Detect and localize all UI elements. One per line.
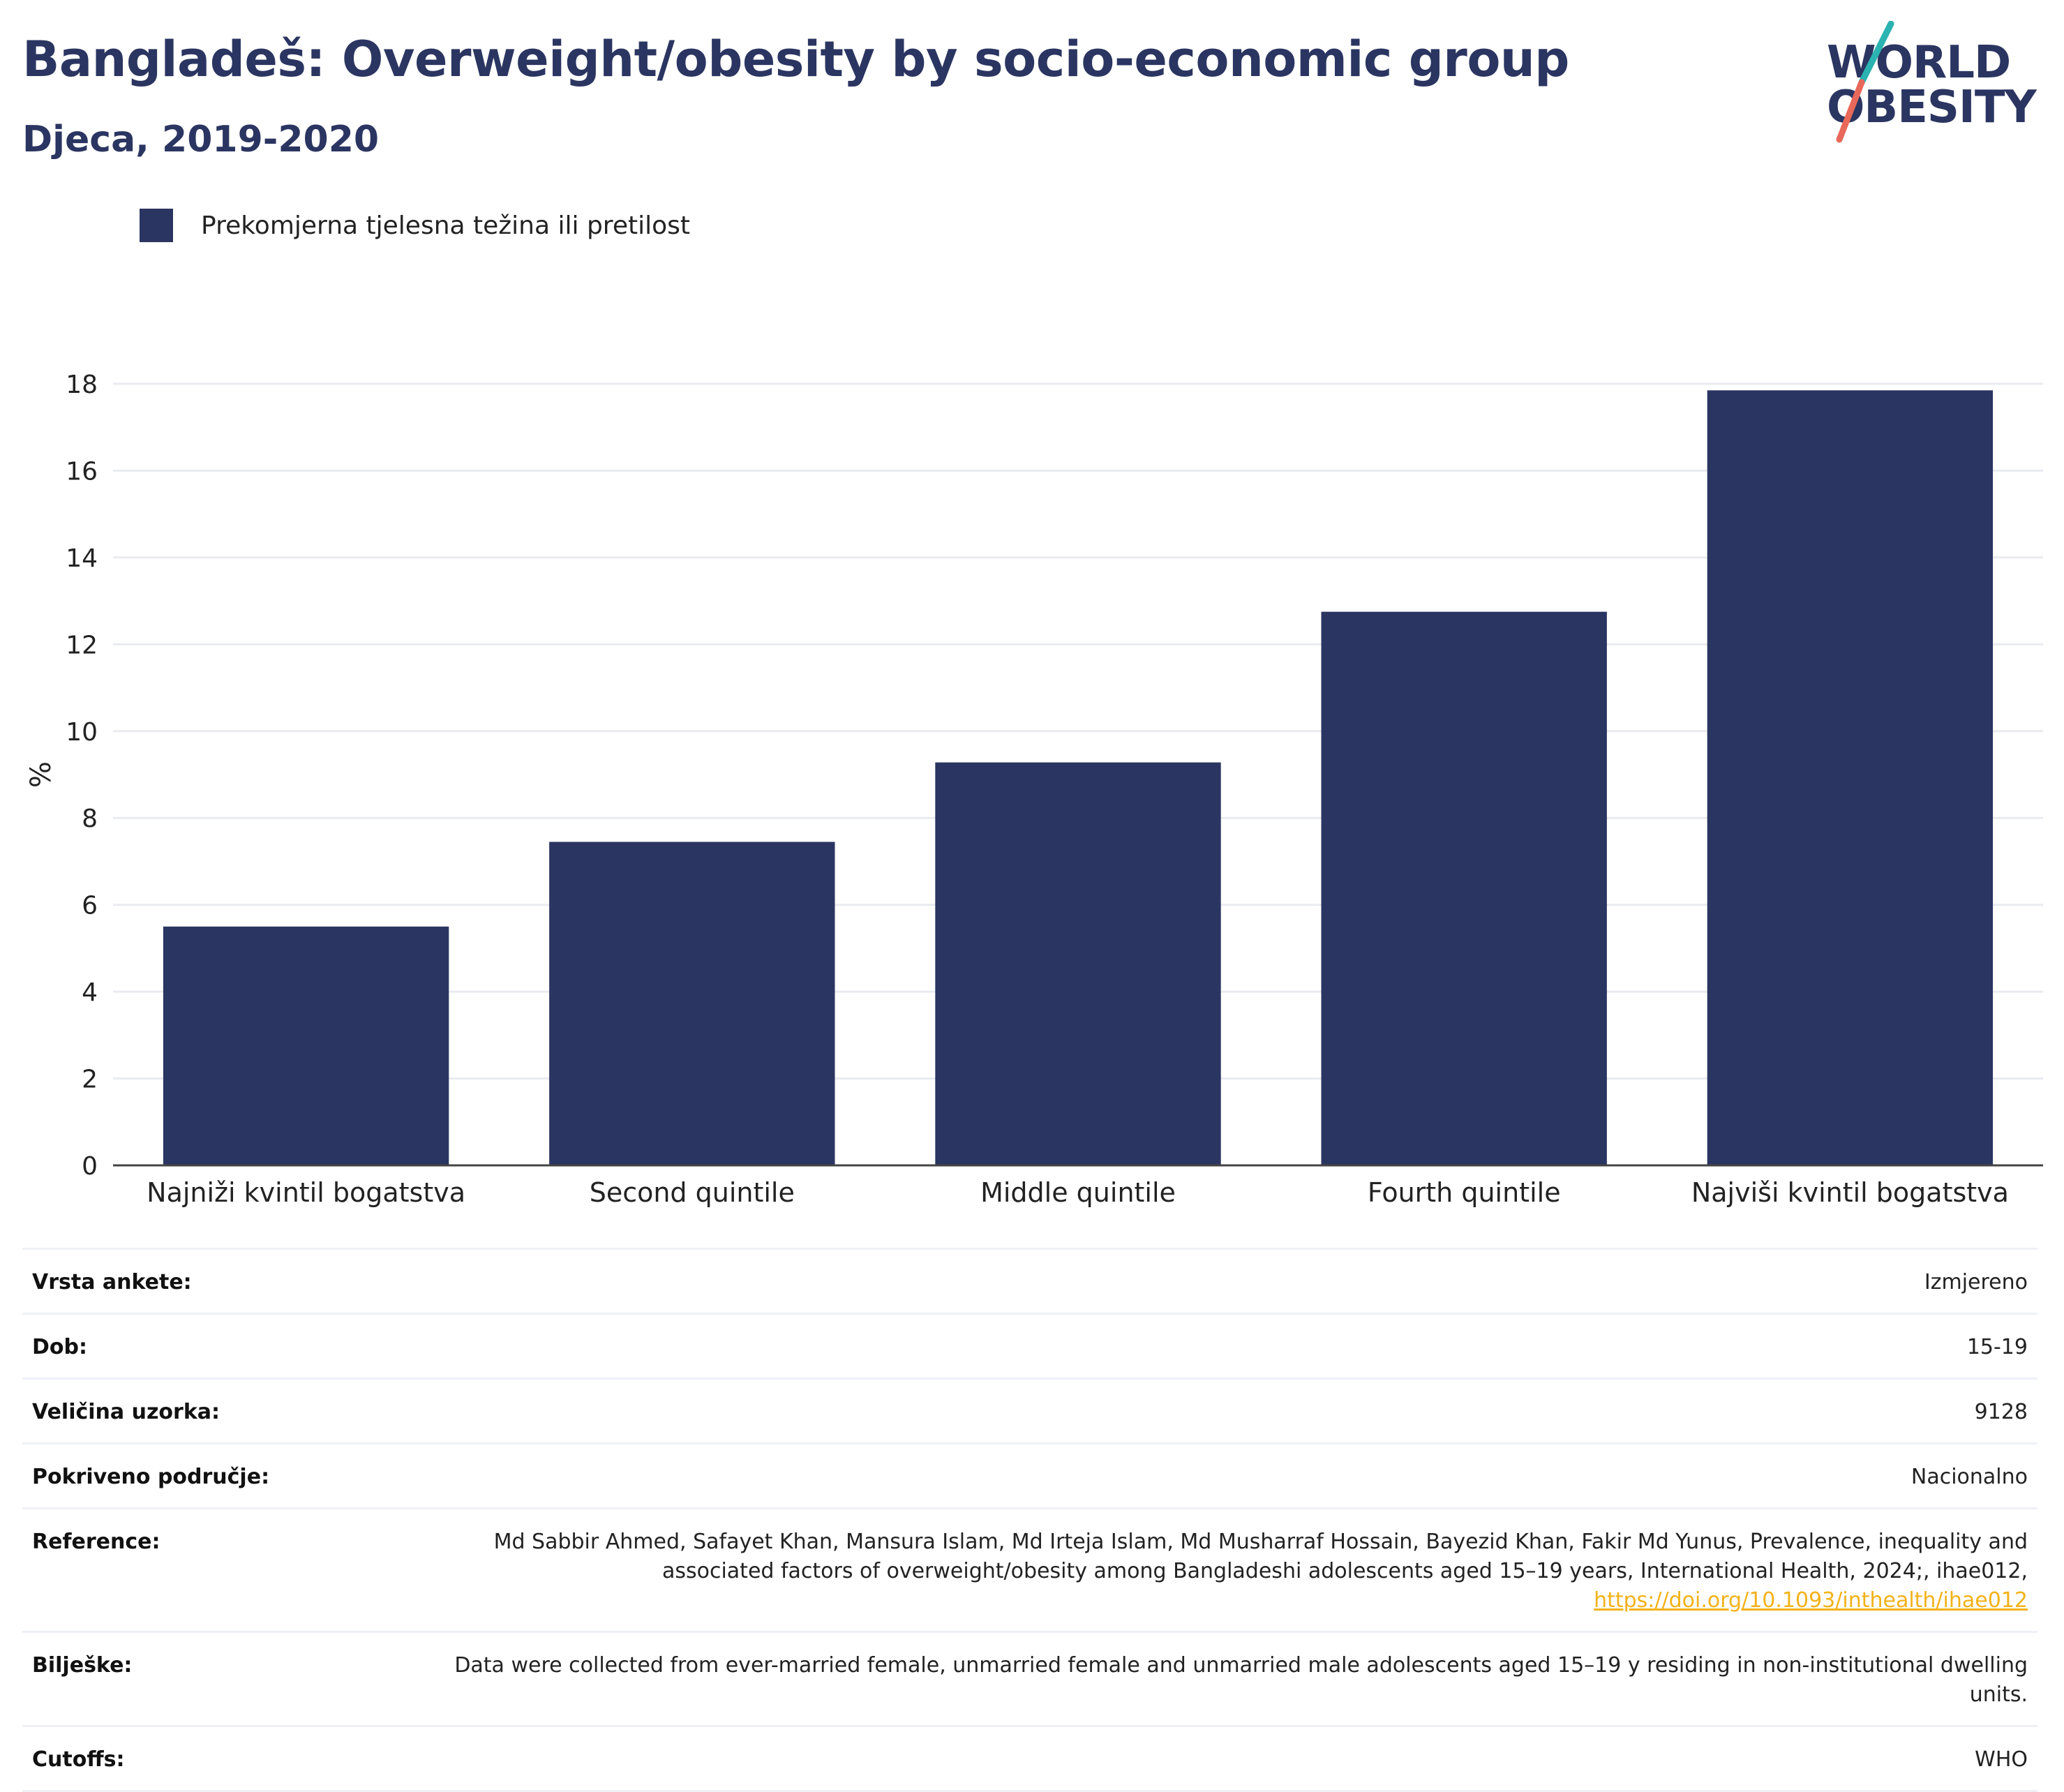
logo-line-world: WORLD — [1827, 37, 2011, 89]
legend: Prekomjerna tjelesna težina ili pretilos… — [140, 208, 690, 243]
y-tick-label: 16 — [66, 457, 98, 486]
y-tick-label: 12 — [66, 631, 98, 659]
y-axis-title: % — [25, 761, 57, 788]
chart-subtitle: Djeca, 2019-2020 — [22, 119, 380, 160]
y-tick-label: 8 — [82, 805, 98, 833]
meta-value: Nacionalno — [1910, 1465, 2028, 1489]
y-tick-label: 4 — [82, 978, 98, 1007]
y-tick-label: 2 — [82, 1066, 98, 1094]
meta-row-age: Dob: 15-19 — [22, 1313, 2037, 1377]
meta-row-reference: Reference: Md Sabbir Ahmed, Safayet Khan… — [22, 1507, 2037, 1631]
reference-text: Md Sabbir Ahmed, Safayet Khan, Mansura I… — [493, 1530, 2028, 1583]
meta-key: Dob: — [32, 1335, 87, 1359]
meta-key: Cutoffs: — [32, 1747, 125, 1772]
bar — [163, 926, 449, 1165]
y-tick-label: 0 — [82, 1152, 98, 1181]
meta-value: 9128 — [1974, 1400, 2028, 1424]
meta-key: Reference: — [32, 1530, 160, 1554]
bar — [935, 762, 1221, 1165]
reference-doi-link[interactable]: https://doi.org/10.1093/inthealth/ihae01… — [1594, 1588, 2028, 1613]
legend-label: Prekomjerna tjelesna težina ili pretilos… — [201, 211, 690, 240]
meta-value: Data were collected from ever-married fe… — [454, 1653, 2028, 1707]
x-category-label: Najniži kvintil bogatstva — [147, 1177, 465, 1208]
meta-value: Md Sabbir Ahmed, Safayet Khan, Mansura I… — [423, 1528, 2028, 1615]
meta-row-area: Pokriveno područje: Nacionalno — [22, 1442, 2037, 1507]
x-category-label: Middle quintile — [980, 1177, 1176, 1208]
meta-row-sample-size: Veličina uzorka: 9128 — [22, 1377, 2037, 1442]
x-category-label: Second quintile — [590, 1177, 795, 1208]
legend-swatch — [140, 209, 173, 242]
y-tick-label: 10 — [66, 718, 98, 747]
bar — [1707, 390, 1994, 1166]
chart-title: Bangladeš: Overweight/obesity by socio-e… — [22, 31, 1569, 88]
meta-key: Vrsta ankete: — [32, 1270, 192, 1294]
bar — [1321, 611, 1607, 1165]
y-tick-label: 14 — [66, 544, 98, 573]
x-category-label: Najviši kvintil bogatstva — [1691, 1177, 2009, 1208]
meta-value: 15-19 — [1966, 1335, 2028, 1359]
logo-slash-icon — [1836, 21, 1894, 143]
meta-key: Veličina uzorka: — [32, 1400, 220, 1424]
bar-chart: 0 2 4 6 8 10 12 14 16 18% Najniži kvintil bogatstv… — [25, 371, 2043, 1208]
meta-row-cutoffs: Cutoffs: WHO — [22, 1725, 2037, 1792]
survey-details: Vrsta ankete: Izmjereno Dob: 15-19 Velič… — [22, 1248, 2037, 1792]
x-category-label: Fourth quintile — [1368, 1177, 1561, 1208]
world-obesity-logo[interactable]: WORLD OBESITY — [1814, 21, 2051, 147]
meta-key: Bilješke: — [32, 1653, 133, 1678]
y-tick-label: 6 — [82, 892, 98, 920]
bar — [549, 842, 835, 1165]
meta-value: Izmjereno — [1924, 1270, 2028, 1294]
y-tick-label: 18 — [66, 371, 98, 399]
meta-key: Pokriveno područje: — [32, 1465, 270, 1489]
meta-row-notes: Bilješke: Data were collected from ever-… — [22, 1631, 2037, 1725]
logo-line-obesity: OBESITY — [1827, 82, 2037, 133]
meta-value: WHO — [1975, 1747, 2028, 1772]
meta-row-survey-type: Vrsta ankete: Izmjereno — [22, 1248, 2037, 1313]
